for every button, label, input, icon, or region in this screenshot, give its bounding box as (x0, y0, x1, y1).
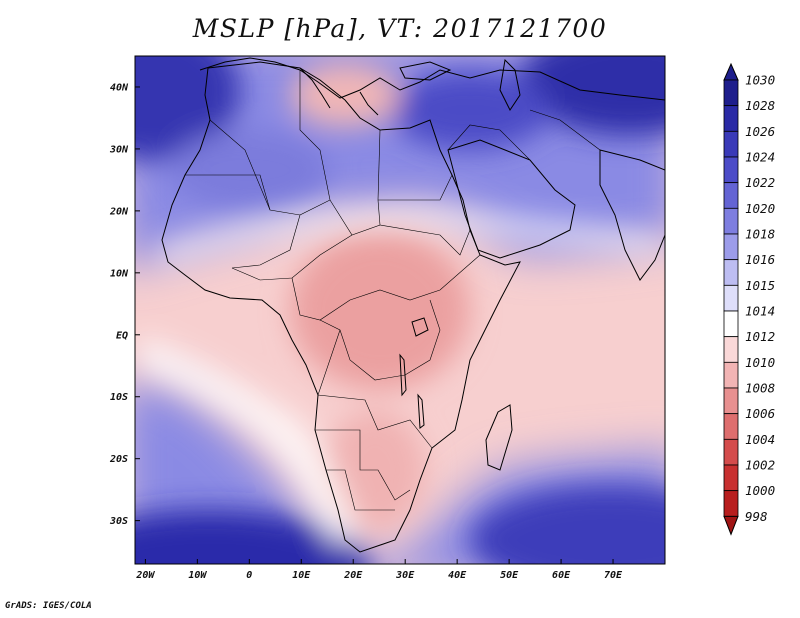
colorbar-level-label: 1010 (745, 355, 775, 370)
border-southern-africa (315, 429, 411, 501)
lat-tick-label: 10N (110, 268, 129, 279)
colorbar-swatch (723, 105, 739, 132)
colorbar-level-label: 1016 (745, 252, 775, 267)
lat-tick-label: 20N (109, 206, 129, 217)
colorbar-level-label: 1026 (745, 124, 775, 139)
mediterranean-low (290, 63, 400, 127)
lat-tick-label: 20S (109, 454, 128, 465)
black-sea-coastline (399, 61, 452, 81)
colorbar-swatch (723, 336, 739, 363)
border-angola-zambia (317, 329, 433, 449)
transition-band-south (140, 335, 360, 545)
colorbar-level-label: 1000 (745, 483, 775, 498)
lon-tick-label: 0 (246, 570, 252, 581)
colorbar-level-label: 1006 (745, 406, 775, 421)
colorbar-swatch (723, 207, 739, 235)
lon-tick-label: 20W (135, 570, 155, 581)
border-sudan-ethiopia (379, 224, 471, 256)
lon-tick-label: 10E (292, 570, 311, 581)
colorbar-top-arrow (723, 62, 739, 81)
border-central-north (291, 254, 481, 321)
lon-tick-label: 30E (395, 570, 415, 581)
colorbar-level-label: 998 (745, 509, 768, 524)
colorbar-swatch (723, 490, 739, 517)
asia-high-core (520, 56, 665, 135)
sahara-high-core (170, 130, 330, 210)
colorbar-swatch (723, 310, 739, 338)
colorbar-level-label: 1022 (745, 175, 775, 190)
italy-coastline (299, 67, 331, 109)
lat-tick-label: 30S (109, 516, 128, 527)
africa-coastline (161, 61, 521, 553)
border-iran (529, 109, 601, 151)
colorbar-level-label: 1012 (745, 329, 775, 344)
lon-tick-label: 70E (604, 570, 623, 581)
lat-tick-label: 10S (110, 392, 128, 403)
coastlines (161, 57, 665, 553)
colorbar-swatch (723, 413, 739, 440)
colorbar: 1030 1028 1026 1024 1022 1020 1018 1016 1015 1014… (723, 62, 775, 536)
europe-coastline (199, 57, 665, 101)
colorbar-swatch (723, 130, 739, 158)
border-algeria-libya (231, 70, 331, 269)
colorbar-swatch (723, 387, 739, 415)
lat-tick-label: 30N (109, 144, 129, 155)
colorbar-swatch (723, 438, 739, 466)
indian-ocean-high-core (470, 485, 665, 564)
colorbar-level-label: 1008 (745, 381, 775, 396)
transition-band-north (160, 205, 660, 265)
south-atlantic-high-core (135, 510, 370, 564)
plot-frame (134, 55, 666, 565)
colorbar-level-label: 1018 (745, 227, 775, 242)
border-egypt-sudan (378, 174, 453, 201)
colorbar-level-label: 1024 (745, 150, 775, 165)
border-congo (319, 299, 441, 381)
colorbar-swatch (723, 182, 739, 209)
colorbar-level-label: 1002 (745, 458, 775, 473)
colorbar-swatch (723, 284, 739, 312)
india-coastline (599, 149, 665, 281)
colorbar-swatch (723, 233, 739, 261)
colorbar-swatch (723, 361, 739, 389)
colorbar-level-label: 1015 (745, 278, 775, 293)
colorbar-swatch (723, 79, 739, 107)
colorbar-level-label: 1004 (745, 432, 775, 447)
country-borders (185, 70, 601, 511)
grads-credit: GrADS: IGES/COLA (5, 601, 92, 611)
colorbar-level-label: 1020 (745, 201, 775, 216)
lat-tick-label: EQ (116, 330, 128, 341)
lon-tick-label: 60E (552, 570, 571, 581)
colorbar-bottom-arrow (723, 515, 739, 536)
lake-victoria (411, 317, 429, 337)
longitude-axis: 20W 10W 0 10E 20E 30E 40E 50E 60E 70E (135, 559, 623, 581)
colorbar-level-label: 1014 (745, 304, 775, 319)
colorbar-swatch (723, 156, 739, 184)
lon-tick-label: 20E (343, 570, 363, 581)
lake-malawi (417, 393, 425, 429)
lon-tick-label: 10W (188, 570, 207, 581)
greece-coastline (359, 91, 379, 116)
arabia-coastline (447, 139, 576, 259)
colorbar-level-label: 1030 (745, 73, 775, 88)
middle-east-high (390, 70, 550, 150)
lon-tick-label: 40E (448, 570, 467, 581)
caspian-coastline (499, 58, 521, 111)
lake-tanganyika (399, 353, 407, 397)
lon-tick-label: 50E (500, 570, 519, 581)
map-title: MSLP [hPa], VT: 2017121700 (192, 14, 608, 43)
border-south-africa (326, 469, 395, 511)
azores-high-core (135, 56, 240, 160)
madagascar-coastline (485, 404, 513, 471)
border-levant (447, 124, 531, 161)
border-sahara-west (185, 174, 301, 216)
colorbar-level-label: 1028 (745, 98, 775, 113)
colorbar-swatch (723, 259, 739, 286)
latitude-axis: 40N 30N 20N 10N EQ 10S 20S 30S (109, 82, 140, 527)
central-africa-low (290, 230, 470, 390)
lat-tick-label: 40N (110, 82, 129, 93)
border-algeria-west (209, 119, 271, 211)
pressure-field (135, 56, 665, 564)
colorbar-swatch (723, 464, 739, 492)
